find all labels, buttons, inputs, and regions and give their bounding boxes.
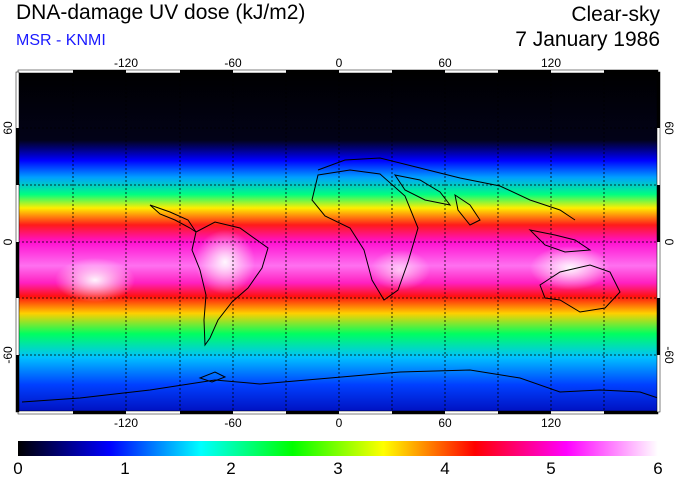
lon-tick-bottom: -60 — [224, 416, 242, 430]
lat-tick-left: 0 — [1, 238, 15, 245]
colorbar-scale — [18, 441, 658, 456]
uv-maximum-africa — [370, 250, 430, 290]
central-america-coast — [149, 204, 197, 233]
uv-maximum-pacific — [55, 258, 135, 302]
lat-tick-right: 60 — [662, 121, 676, 135]
antarctica-coast — [21, 369, 659, 403]
eurasia-southern-coast — [317, 157, 576, 221]
africa-coast — [311, 169, 419, 301]
map-frame-border — [15, 69, 661, 415]
uv-maximum-south-america — [195, 230, 255, 294]
lat-tick-left: 60 — [1, 121, 15, 135]
lon-tick-bottom: -120 — [114, 416, 138, 430]
arabia-coast — [393, 174, 452, 206]
lon-tick-top: -60 — [224, 56, 242, 70]
graticule — [18, 72, 658, 412]
chart-title: DNA-damage UV dose (kJ/m2) — [16, 1, 306, 24]
lon-tick-top: 60 — [438, 56, 452, 70]
colorbar-label: 4 — [440, 459, 450, 478]
australia-coast — [539, 264, 621, 313]
date-label: 7 January 1986 — [515, 28, 660, 51]
antarctic-peninsula-coast — [198, 371, 227, 383]
colorbar-label: 2 — [226, 459, 236, 478]
lon-tick-bottom: 0 — [336, 416, 343, 430]
lon-tick-top: -120 — [114, 56, 138, 70]
colorbar-label: 6 — [653, 459, 663, 478]
colorbar-label: 0 — [13, 459, 23, 478]
lat-tick-right: -60 — [662, 346, 676, 364]
colorbar-label: 5 — [546, 459, 556, 478]
lon-tick-bottom: 120 — [541, 416, 561, 430]
lon-tick-top: 0 — [336, 56, 343, 70]
coastlines — [21, 157, 659, 403]
map-axes: -120 -60 0 60 120 -120 -60 0 60 120 60 0… — [1, 56, 676, 430]
lon-tick-bottom: 60 — [438, 416, 452, 430]
source-label: MSR - KNMI — [16, 32, 106, 49]
south-america-coast — [191, 221, 269, 347]
colorbar-label: 1 — [120, 459, 130, 478]
lon-tick-top: 120 — [541, 56, 561, 70]
lat-tick-left: -60 — [1, 346, 15, 364]
india-coast — [454, 193, 481, 226]
indonesia-coast — [528, 229, 592, 253]
lat-tick-right: 0 — [662, 239, 676, 246]
sky-condition-label: Clear-sky — [571, 3, 660, 26]
colorbar-label: 3 — [333, 459, 343, 478]
